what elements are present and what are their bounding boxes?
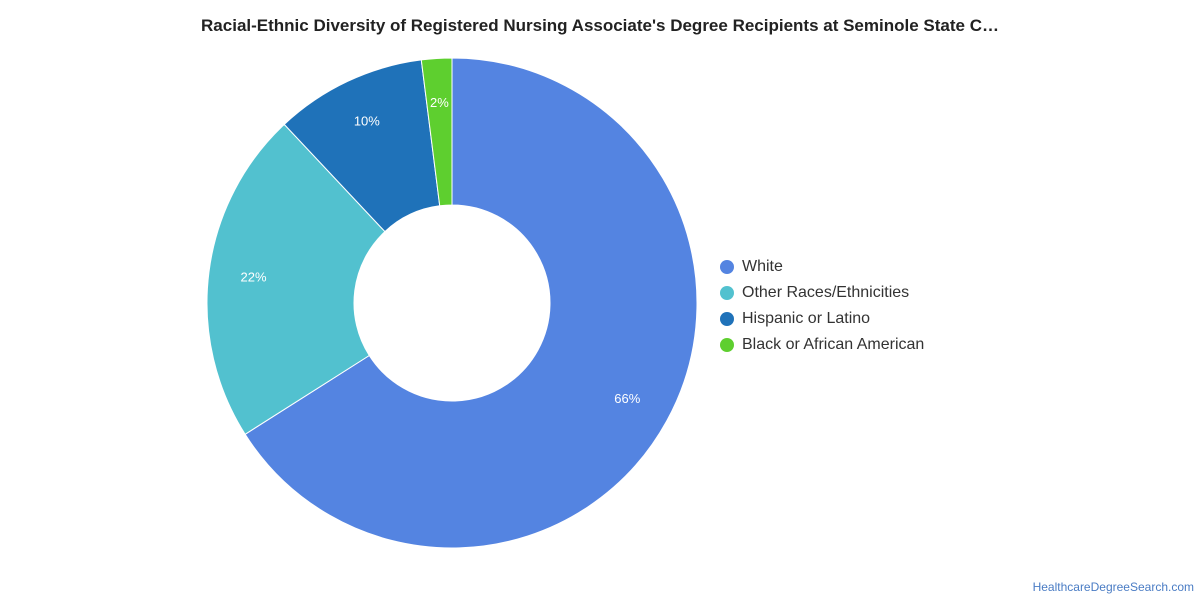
chart-legend: White Other Races/Ethnicities Hispanic or … [720,254,924,358]
slice-label-white: 66% [614,391,640,406]
legend-label: Other Races/Ethnicities [742,284,910,301]
slice-label-hispanic-or-latino: 10% [354,113,380,128]
slice-label-black-or-african-american: 2% [430,95,449,110]
legend-item-black-or-african-american[interactable]: Black or African American [720,332,924,358]
legend-label: Hispanic or Latino [742,310,871,327]
chart-title: Racial-Ethnic Diversity of Registered Nu… [201,16,999,35]
legend-item-hispanic-or-latino[interactable]: Hispanic or Latino [720,306,924,332]
slice-black-or-african-american[interactable] [420,57,453,207]
legend-swatch [720,338,734,352]
slice-other-races-ethnicities[interactable] [206,123,386,435]
legend-label: Black or African American [742,336,925,353]
legend-label: White [742,258,783,275]
slice-white[interactable] [244,57,698,549]
legend-swatch [720,312,734,326]
legend-swatch [720,260,734,274]
legend-swatch [720,286,734,300]
slice-labels-group: 66% 22% 10% 2% [241,95,641,406]
legend-item-other-races-ethnicities[interactable]: Other Races/Ethnicities [720,280,924,306]
legend-item-white[interactable]: White [720,254,924,280]
slice-label-other-races-ethnicities: 22% [241,269,267,284]
slices-group [206,57,698,549]
source-watermark[interactable]: HealthcareDegreeSearch.com [1032,580,1194,594]
